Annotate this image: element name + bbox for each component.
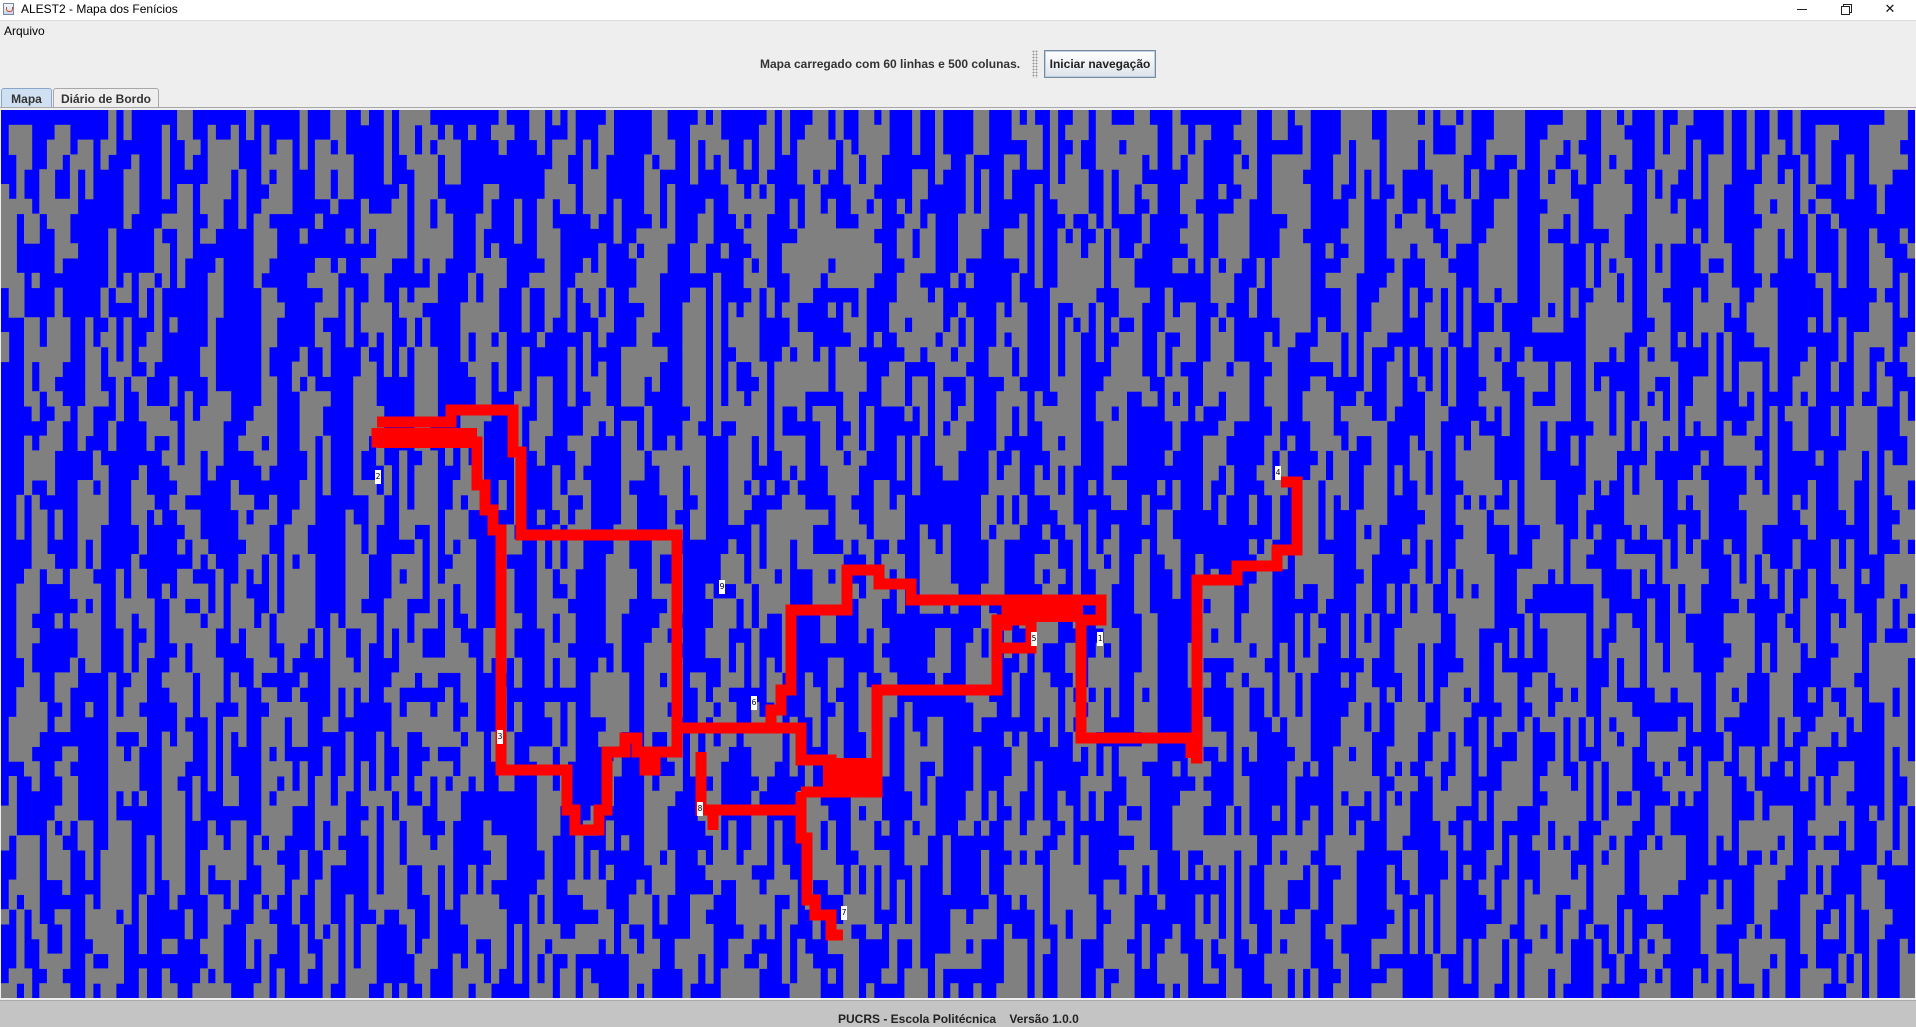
map-canvas[interactable]: 1 2 3 4 5 6 7 8 9 — [1, 110, 1915, 998]
title-bar: ALEST2 - Mapa dos Fenícios ✕ — [0, 0, 1916, 21]
route-block — [377, 428, 477, 448]
route-segment — [1191, 476, 1303, 764]
minimize-icon — [1797, 8, 1807, 10]
footer-version: Versão 1.0.0 — [1009, 1012, 1079, 1026]
route-segment — [695, 752, 719, 830]
land-cells — [1, 110, 1915, 998]
port-marker-5: 5 — [1031, 632, 1037, 646]
port-marker-1: 1 — [1097, 632, 1103, 646]
map-status-label: Mapa carregado com 60 linhas e 500 colun… — [760, 57, 1021, 71]
restore-button[interactable] — [1824, 0, 1868, 18]
tab-divider — [0, 107, 1916, 108]
route-path — [371, 404, 1303, 941]
port-marker-6: 6 — [751, 696, 757, 710]
close-icon: ✕ — [1884, 1, 1896, 17]
close-button[interactable]: ✕ — [1868, 0, 1912, 18]
java-app-icon — [3, 3, 14, 15]
start-navigation-button[interactable]: Iniciar navegação — [1044, 50, 1156, 78]
restore-icon — [1841, 4, 1852, 15]
menu-arquivo[interactable]: Arquivo — [4, 24, 45, 38]
port-marker-4: 4 — [1275, 466, 1281, 480]
route-block — [823, 758, 879, 792]
menu-bar: Arquivo — [0, 21, 1916, 41]
port-marker-3: 3 — [497, 730, 503, 744]
port-marker-9: 9 — [719, 580, 725, 594]
tab-diario-de-bordo[interactable]: Diário de Bordo — [53, 88, 159, 108]
toolbar-drag-handle[interactable] — [1032, 50, 1038, 78]
tab-mapa[interactable]: Mapa — [1, 88, 52, 108]
route-block — [1007, 600, 1083, 622]
route-segment — [795, 792, 843, 941]
port-marker-8: 8 — [697, 802, 703, 816]
port-marker-7: 7 — [841, 906, 847, 920]
route-segment — [671, 722, 761, 752]
minimize-button[interactable] — [1780, 0, 1824, 18]
route-segment — [371, 404, 683, 836]
footer-institution: PUCRS - Escola Politécnica — [838, 1012, 997, 1026]
window-title: ALEST2 - Mapa dos Fenícios — [21, 2, 178, 16]
route-segment — [761, 564, 1013, 734]
footer-info: PUCRS - Escola Politécnica Versão 1.0.0 — [838, 1012, 1079, 1026]
status-bar — [0, 1000, 1916, 1027]
port-marker-2: 2 — [375, 470, 381, 484]
map-grid — [1, 110, 1915, 998]
